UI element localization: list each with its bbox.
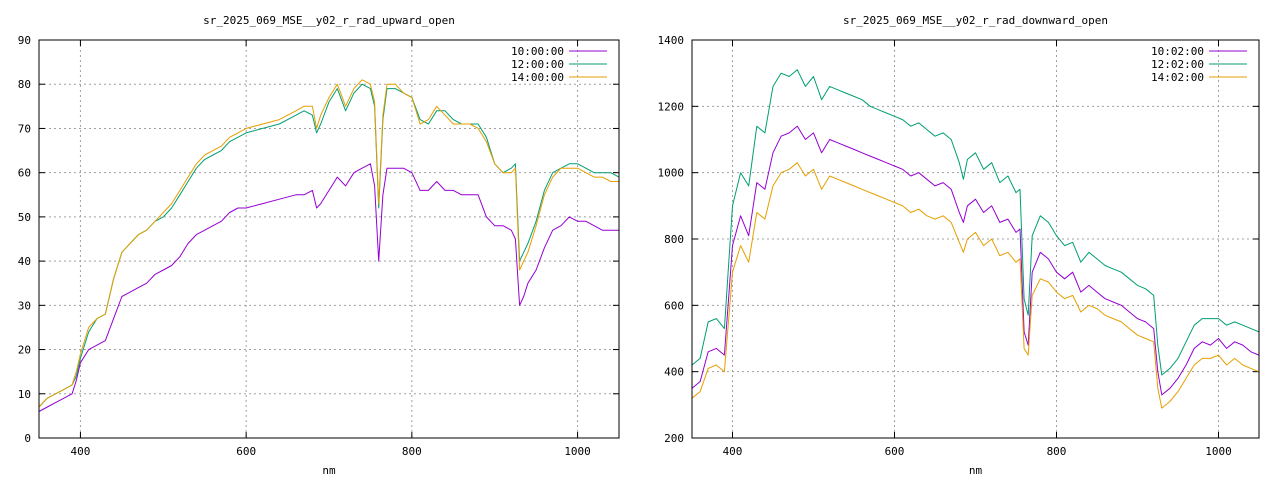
x-axis-label: nm xyxy=(969,464,983,477)
chart-upward: sr_2025_069_MSE__y02_r_rad_upward_open n… xyxy=(18,14,620,477)
grid xyxy=(39,40,619,438)
y-tick-label: 800 xyxy=(664,233,684,246)
series-line-2 xyxy=(38,79,619,408)
y-tick-label: 90 xyxy=(18,34,31,47)
y-tick-label: 50 xyxy=(18,211,31,224)
grid xyxy=(692,40,1259,438)
x-tick-label: 1000 xyxy=(564,445,591,458)
plot-frame xyxy=(38,39,620,439)
legend-label: 12:00:00 xyxy=(511,58,564,71)
series-group xyxy=(38,79,620,412)
y-tick-label: 1000 xyxy=(658,167,685,180)
y-tick-label: 200 xyxy=(664,432,684,445)
y-tick-label: 0 xyxy=(24,432,31,445)
chart-title: sr_2025_069_MSE__y02_r_rad_downward_open xyxy=(843,14,1108,27)
legend-label: 12:02:00 xyxy=(1151,58,1204,71)
y-tick-label: 60 xyxy=(18,167,31,180)
y-tick-label: 400 xyxy=(664,366,684,379)
y-tick-label: 40 xyxy=(18,255,31,268)
plot-frame xyxy=(691,39,1260,439)
y-tick-label: 80 xyxy=(18,78,31,91)
y-tick-label: 1400 xyxy=(658,34,685,47)
y-tick-label: 1200 xyxy=(658,100,685,113)
chart-title: sr_2025_069_MSE__y02_r_rad_upward_open xyxy=(203,14,455,27)
series-line-1 xyxy=(38,83,620,408)
chart-downward: sr_2025_069_MSE__y02_r_rad_downward_open… xyxy=(658,14,1260,477)
legend-label: 10:00:00 xyxy=(511,45,564,58)
x-axis-label: nm xyxy=(322,464,336,477)
series-line-0 xyxy=(38,163,619,412)
legend-label: 10:02:00 xyxy=(1151,45,1204,58)
y-tick-label: 70 xyxy=(18,122,31,135)
x-tick-label: 1000 xyxy=(1205,445,1232,458)
series-line-0 xyxy=(691,125,1260,396)
legend-label: 14:02:00 xyxy=(1151,71,1204,84)
x-tick-label: 600 xyxy=(236,445,256,458)
x-tick-label: 400 xyxy=(723,445,743,458)
x-tick-label: 800 xyxy=(402,445,422,458)
y-tick-label: 20 xyxy=(18,344,31,357)
x-tick-label: 600 xyxy=(885,445,905,458)
x-tick-label: 800 xyxy=(1047,445,1067,458)
y-tick-label: 30 xyxy=(18,299,31,312)
legend-label: 14:00:00 xyxy=(511,71,564,84)
x-tick-label: 400 xyxy=(70,445,90,458)
series-line-1 xyxy=(691,69,1260,376)
y-tick-label: 600 xyxy=(664,299,684,312)
series-line-2 xyxy=(691,162,1260,409)
series-group xyxy=(691,69,1260,409)
y-tick-label: 10 xyxy=(18,388,31,401)
